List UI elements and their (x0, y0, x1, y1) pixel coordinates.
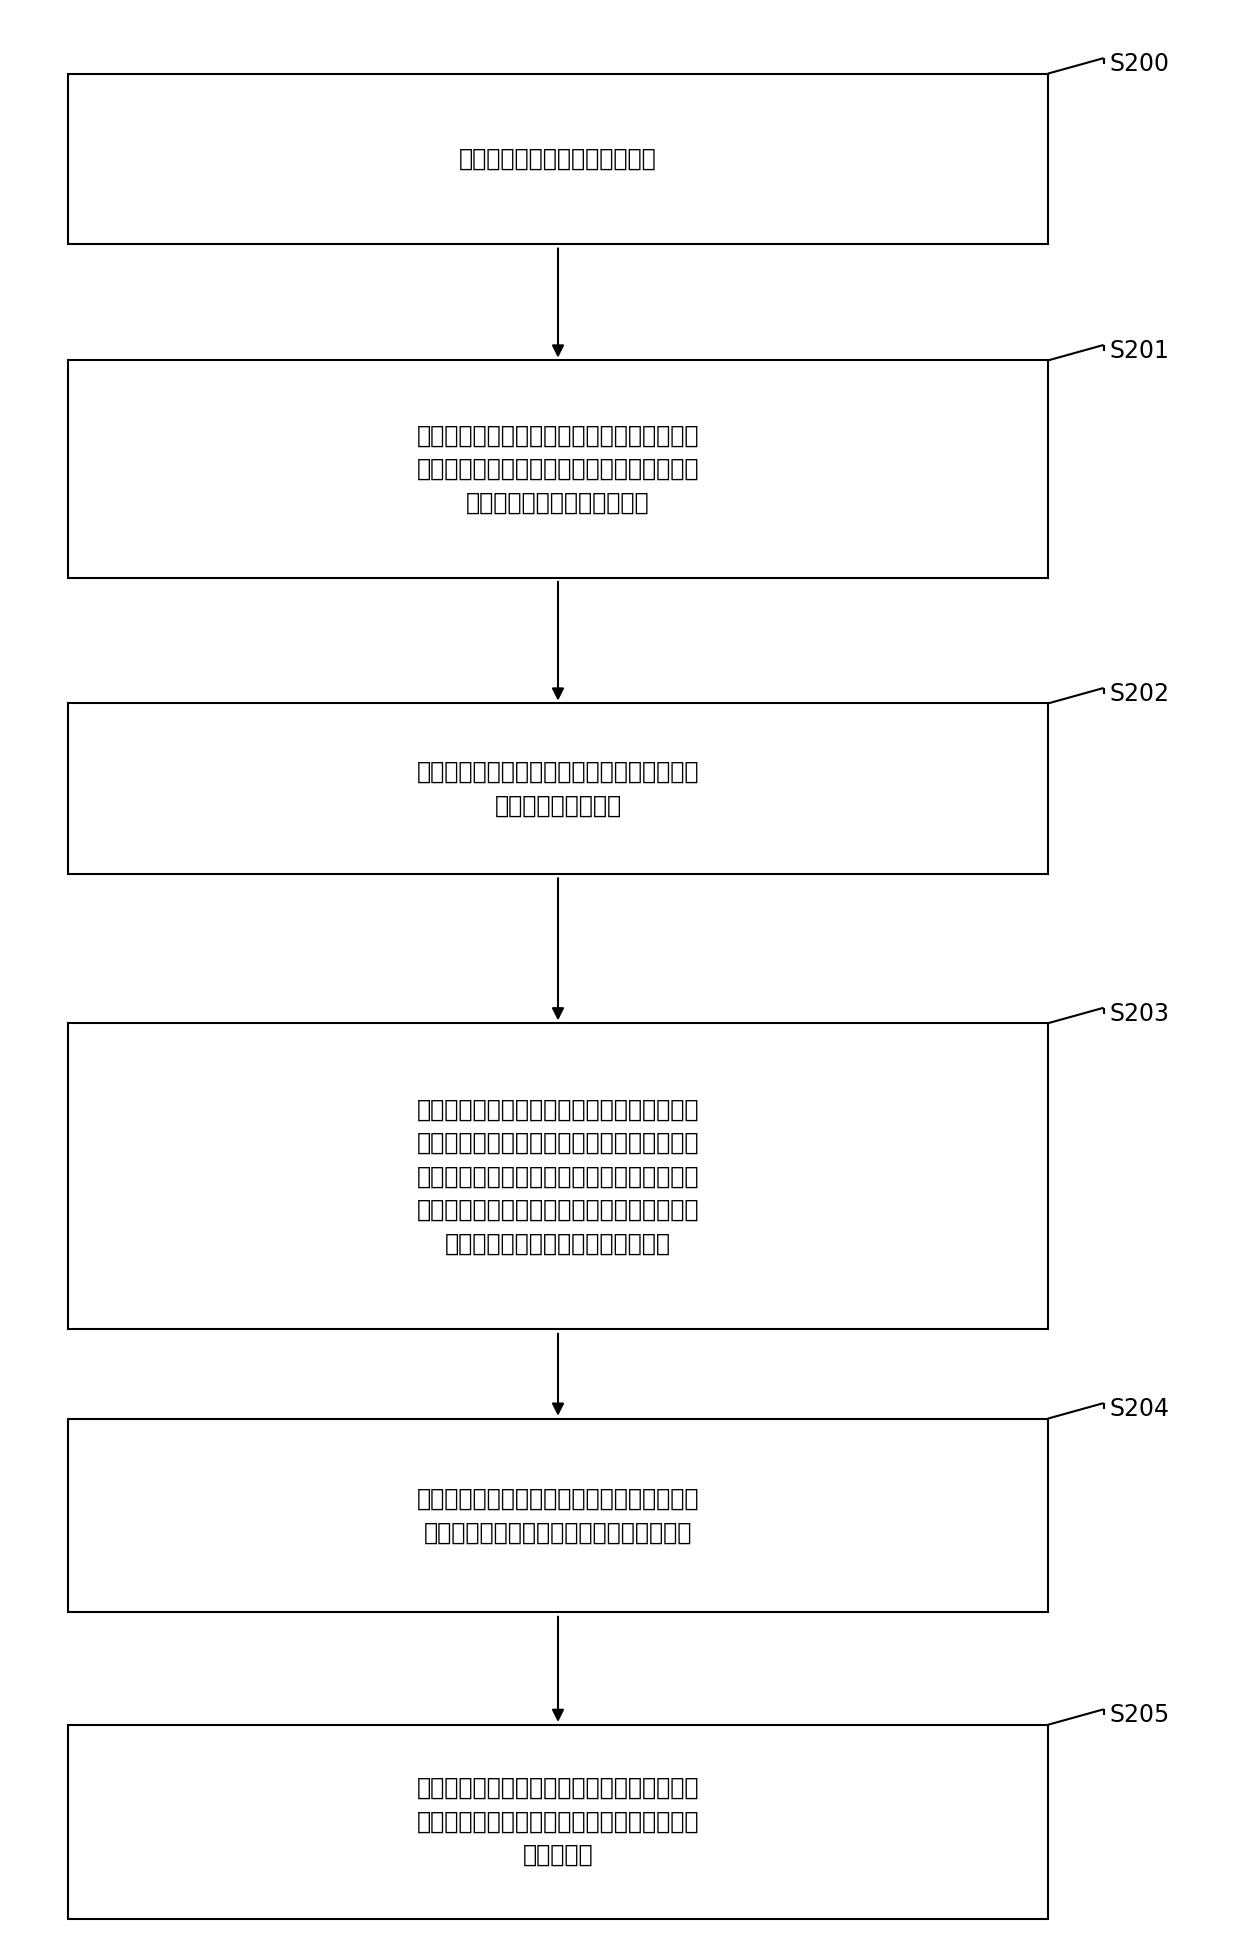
Bar (68, 1419, 1048, 1612)
Bar (68, 1725, 1048, 1919)
Text: S203: S203 (1110, 1002, 1169, 1025)
Text: 所述至少一个处理器根据所述中心点，确定以
所述中心为端点的设定长度的多条线段，其中
，每相邻两条所述线段间的夹角度数相同，所
述设定长度为圆的半径，所述线段另一: 所述至少一个处理器根据所述中心点，确定以 所述中心为端点的设定长度的多条线段，其… (417, 1097, 699, 1256)
Bar (68, 1023, 1048, 1329)
Text: S205: S205 (1110, 1704, 1171, 1727)
Bar (68, 360, 1048, 578)
Bar (68, 703, 1048, 874)
Bar (68, 74, 1048, 244)
Text: S202: S202 (1110, 682, 1169, 705)
Text: 接收来自于程序调用接口的数据: 接收来自于程序调用接口的数据 (459, 147, 657, 171)
Text: 通过至少一个处理器解析所述数据，获取目标
配送范围的点集，所述点集用于表示组成所述
目标配送范围的全部点的集合: 通过至少一个处理器解析所述数据，获取目标 配送范围的点集，所述点集用于表示组成所… (417, 424, 699, 514)
Text: S200: S200 (1110, 52, 1169, 76)
Text: 所述至少一个处理器根据所述点集确定所述目
标配送范围的中心点: 所述至少一个处理器根据所述点集确定所述目 标配送范围的中心点 (417, 760, 699, 818)
Text: S201: S201 (1110, 339, 1169, 362)
Text: 响应于所述总交点数大于或等于设定阈值，所
述至少一个处理器确定所述目标配送范围为异
常配送范围: 响应于所述总交点数大于或等于设定阈值，所 述至少一个处理器确定所述目标配送范围为… (417, 1777, 699, 1866)
Text: S204: S204 (1110, 1397, 1169, 1421)
Text: 通过所述至少一个处理器确定所述设定长度的
多条线段与所述配送范围的边界的总交点数: 通过所述至少一个处理器确定所述设定长度的 多条线段与所述配送范围的边界的总交点数 (417, 1486, 699, 1545)
